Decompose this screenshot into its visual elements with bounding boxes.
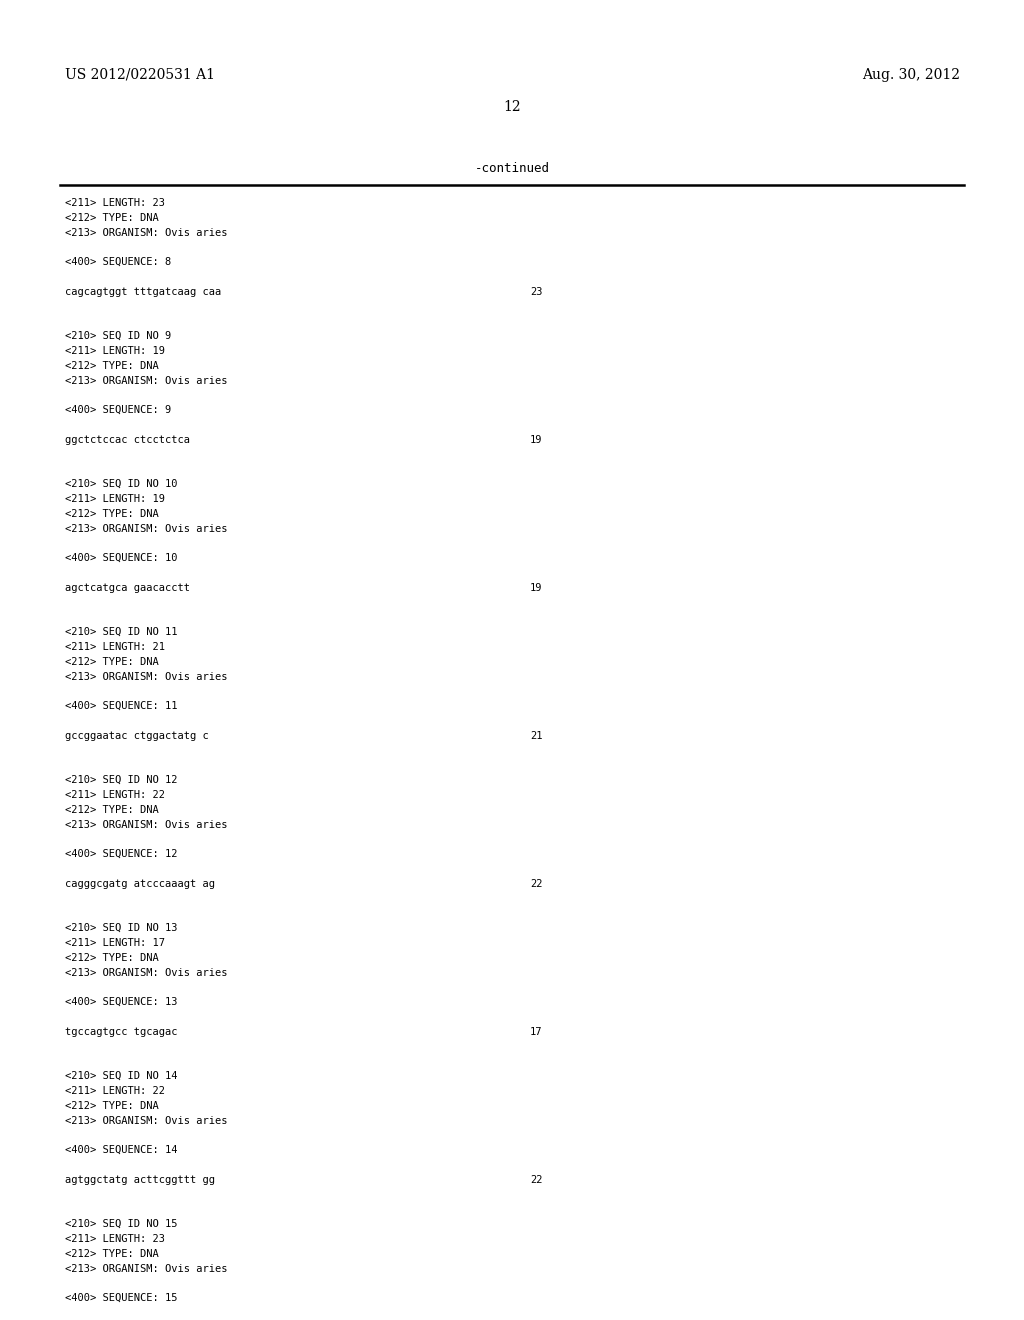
Text: cagcagtggt tttgatcaag caa: cagcagtggt tttgatcaag caa <box>65 286 221 297</box>
Text: <210> SEQ ID NO 11: <210> SEQ ID NO 11 <box>65 627 177 638</box>
Text: -continued: -continued <box>474 162 550 176</box>
Text: <400> SEQUENCE: 13: <400> SEQUENCE: 13 <box>65 997 177 1007</box>
Text: <210> SEQ ID NO 13: <210> SEQ ID NO 13 <box>65 923 177 933</box>
Text: <212> TYPE: DNA: <212> TYPE: DNA <box>65 953 159 962</box>
Text: <211> LENGTH: 22: <211> LENGTH: 22 <box>65 789 165 800</box>
Text: 21: 21 <box>530 731 543 741</box>
Text: <211> LENGTH: 21: <211> LENGTH: 21 <box>65 642 165 652</box>
Text: <213> ORGANISM: Ovis aries: <213> ORGANISM: Ovis aries <box>65 820 227 829</box>
Text: cagggcgatg atcccaaagt ag: cagggcgatg atcccaaagt ag <box>65 879 215 888</box>
Text: <211> LENGTH: 19: <211> LENGTH: 19 <box>65 346 165 356</box>
Text: <213> ORGANISM: Ovis aries: <213> ORGANISM: Ovis aries <box>65 376 227 385</box>
Text: <213> ORGANISM: Ovis aries: <213> ORGANISM: Ovis aries <box>65 968 227 978</box>
Text: <211> LENGTH: 19: <211> LENGTH: 19 <box>65 494 165 504</box>
Text: agtggctatg acttcggttt gg: agtggctatg acttcggttt gg <box>65 1175 215 1185</box>
Text: <212> TYPE: DNA: <212> TYPE: DNA <box>65 508 159 519</box>
Text: <212> TYPE: DNA: <212> TYPE: DNA <box>65 213 159 223</box>
Text: <210> SEQ ID NO 15: <210> SEQ ID NO 15 <box>65 1220 177 1229</box>
Text: Aug. 30, 2012: Aug. 30, 2012 <box>862 69 961 82</box>
Text: <213> ORGANISM: Ovis aries: <213> ORGANISM: Ovis aries <box>65 524 227 533</box>
Text: 22: 22 <box>530 879 543 888</box>
Text: US 2012/0220531 A1: US 2012/0220531 A1 <box>65 69 215 82</box>
Text: <213> ORGANISM: Ovis aries: <213> ORGANISM: Ovis aries <box>65 1263 227 1274</box>
Text: <210> SEQ ID NO 14: <210> SEQ ID NO 14 <box>65 1072 177 1081</box>
Text: <400> SEQUENCE: 11: <400> SEQUENCE: 11 <box>65 701 177 711</box>
Text: <212> TYPE: DNA: <212> TYPE: DNA <box>65 360 159 371</box>
Text: <212> TYPE: DNA: <212> TYPE: DNA <box>65 657 159 667</box>
Text: gccggaatac ctggactatg c: gccggaatac ctggactatg c <box>65 731 209 741</box>
Text: 22: 22 <box>530 1175 543 1185</box>
Text: <210> SEQ ID NO 9: <210> SEQ ID NO 9 <box>65 331 171 341</box>
Text: ggctctccac ctcctctca: ggctctccac ctcctctca <box>65 434 190 445</box>
Text: 12: 12 <box>503 100 521 114</box>
Text: <400> SEQUENCE: 9: <400> SEQUENCE: 9 <box>65 405 171 416</box>
Text: 17: 17 <box>530 1027 543 1036</box>
Text: 23: 23 <box>530 286 543 297</box>
Text: <212> TYPE: DNA: <212> TYPE: DNA <box>65 1249 159 1259</box>
Text: 19: 19 <box>530 583 543 593</box>
Text: <400> SEQUENCE: 10: <400> SEQUENCE: 10 <box>65 553 177 564</box>
Text: <211> LENGTH: 17: <211> LENGTH: 17 <box>65 939 165 948</box>
Text: agctcatgca gaacacctt: agctcatgca gaacacctt <box>65 583 190 593</box>
Text: <211> LENGTH: 23: <211> LENGTH: 23 <box>65 1234 165 1243</box>
Text: <400> SEQUENCE: 14: <400> SEQUENCE: 14 <box>65 1146 177 1155</box>
Text: <212> TYPE: DNA: <212> TYPE: DNA <box>65 1101 159 1111</box>
Text: <211> LENGTH: 23: <211> LENGTH: 23 <box>65 198 165 209</box>
Text: <211> LENGTH: 22: <211> LENGTH: 22 <box>65 1086 165 1096</box>
Text: <400> SEQUENCE: 12: <400> SEQUENCE: 12 <box>65 849 177 859</box>
Text: <210> SEQ ID NO 10: <210> SEQ ID NO 10 <box>65 479 177 490</box>
Text: <213> ORGANISM: Ovis aries: <213> ORGANISM: Ovis aries <box>65 227 227 238</box>
Text: <400> SEQUENCE: 8: <400> SEQUENCE: 8 <box>65 257 171 267</box>
Text: <212> TYPE: DNA: <212> TYPE: DNA <box>65 805 159 814</box>
Text: 19: 19 <box>530 434 543 445</box>
Text: <210> SEQ ID NO 12: <210> SEQ ID NO 12 <box>65 775 177 785</box>
Text: <213> ORGANISM: Ovis aries: <213> ORGANISM: Ovis aries <box>65 672 227 681</box>
Text: tgccagtgcc tgcagac: tgccagtgcc tgcagac <box>65 1027 177 1036</box>
Text: <213> ORGANISM: Ovis aries: <213> ORGANISM: Ovis aries <box>65 1115 227 1126</box>
Text: <400> SEQUENCE: 15: <400> SEQUENCE: 15 <box>65 1294 177 1303</box>
